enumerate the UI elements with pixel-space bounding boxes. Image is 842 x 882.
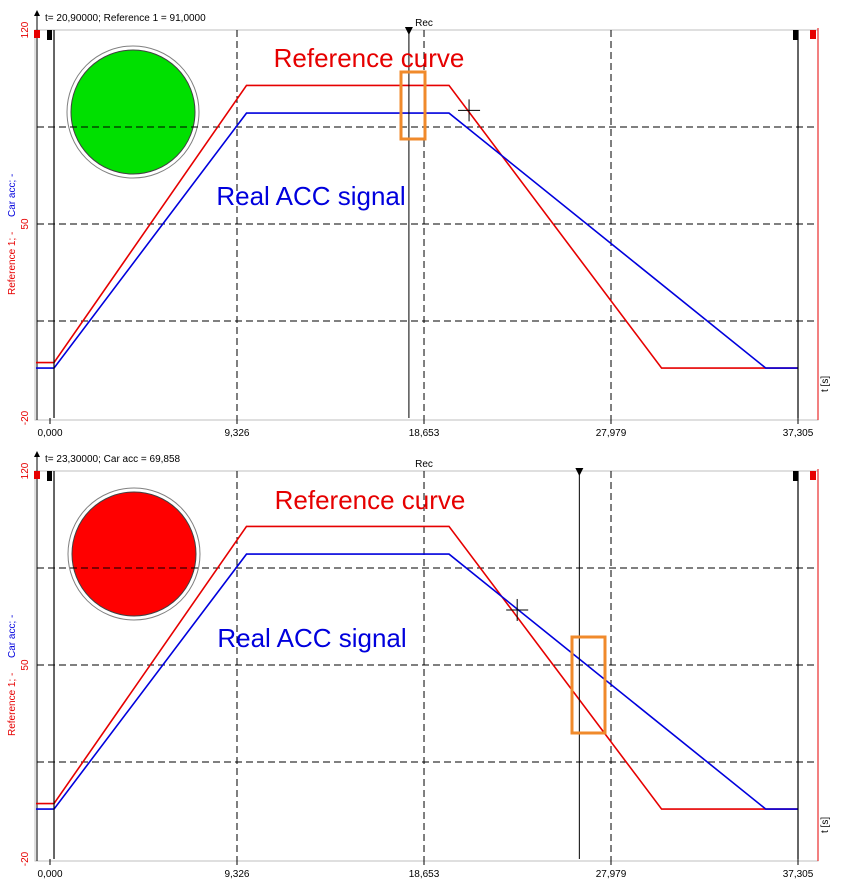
x-unit-label: t [s] [820,817,831,833]
x-tick-label: 18,653 [409,428,440,439]
x-tick-label: 9,326 [224,428,249,439]
series-line-car-acc [36,112,798,369]
chart-panel-top: t= 20,90000; Reference 1 = 91,0000 Rec R… [7,10,831,439]
y-axis-arrow-icon [34,451,40,457]
highlight-box [570,635,607,735]
y-tick-label: 120 [20,21,31,38]
y-axis-arrow-icon [34,10,40,16]
plot-area [36,471,818,859]
cursor-marker-icon [575,468,584,476]
plot-area [36,30,818,418]
x-unit-label: t [s] [820,376,831,392]
rec-marker-label: Rec [415,459,433,470]
x-tick-label: 0,000 [37,428,62,439]
y-axis-label-reference: Reference 1; - [7,673,18,736]
chart-svg-bottom: t= 23,30000; Car acc = 69,858 Rec Refere… [7,451,831,880]
x-tick-label: 18,653 [409,869,440,880]
y-axis-marker-icon [34,30,40,38]
highlight-box [399,70,427,141]
status-light-icon [70,49,196,175]
y-axis-label-car-acc: Car acc; - [7,174,18,217]
cursor-readout: t= 20,90000; Reference 1 = 91,0000 [45,13,206,24]
series-line-car-acc [36,553,798,810]
chart-panel-bottom: t= 23,30000; Car acc = 69,858 Rec Refere… [0,441,842,882]
cursor-readout: t= 23,30000; Car acc = 69,858 [45,454,181,465]
annotation-reference-curve: Reference curve [275,485,466,515]
series-line-reference [36,525,798,810]
cursor-marker-icon [404,27,413,35]
y-axis-label-reference: Reference 1; - [7,232,18,295]
right-cursor-handle-icon[interactable] [793,471,798,481]
x-tick-label: 27,979 [596,428,627,439]
x-tick-label: 37,305 [783,869,814,880]
status-light-icon [71,491,197,617]
x-tick-label: 37,305 [783,428,814,439]
series-line-reference [36,84,798,369]
x-tick-label: 9,326 [224,869,249,880]
y-axis-label-car-acc: Car acc; - [7,615,18,658]
y-tick-label: -20 [20,851,31,866]
y-tick-label: -20 [20,410,31,425]
right-cursor-handle-icon[interactable] [793,30,798,40]
annotation-real-acc-signal: Real ACC signal [216,181,405,211]
annotation-reference-curve: Reference curve [274,43,465,73]
right-axis-marker-icon[interactable] [810,471,816,480]
y-tick-label: 50 [20,218,31,230]
annotation-real-acc-signal: Real ACC signal [217,623,406,653]
y-axis-marker-icon [34,471,40,479]
x-tick-label: 27,979 [596,869,627,880]
y-tick-label: 120 [20,462,31,479]
left-cursor-handle-icon[interactable] [47,30,52,40]
y-tick-label: 50 [20,659,31,671]
right-axis-marker-icon[interactable] [810,30,816,39]
x-tick-label: 0,000 [37,869,62,880]
rec-marker-label: Rec [415,18,433,29]
chart-svg-top: t= 20,90000; Reference 1 = 91,0000 Rec R… [7,10,831,439]
left-cursor-handle-icon[interactable] [47,471,52,481]
